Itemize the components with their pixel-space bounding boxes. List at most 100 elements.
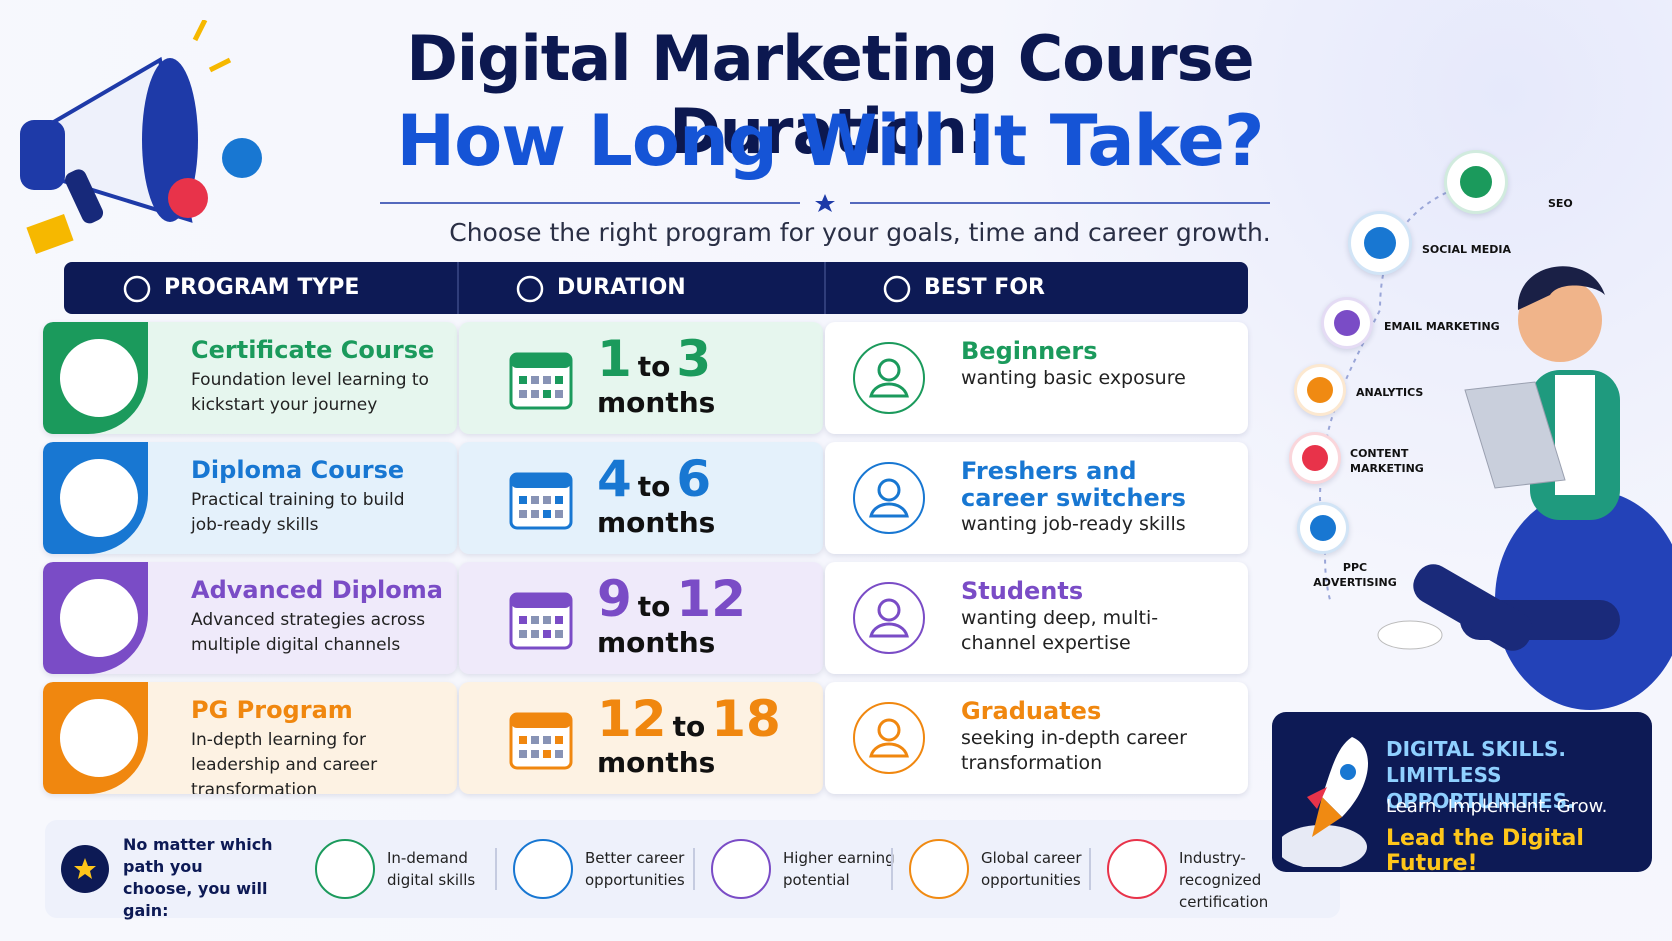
- benefits-intro: No matter which path you choose, you wil…: [123, 835, 273, 920]
- column-header: BEST FOR: [924, 275, 1045, 300]
- table-row: PG Program In-depth learning for leadersh…: [43, 682, 1248, 794]
- program-description: Advanced strategies across multiple digi…: [191, 610, 426, 655]
- benefit-icon: [909, 839, 969, 899]
- promo-headline: DIGITAL SKILLS. LIMITLESS OPPORTUNITIES.: [1386, 737, 1575, 813]
- best-for-title: Graduates: [961, 697, 1102, 725]
- title-line1: Digital Marketing Course Duration:: [406, 22, 1254, 168]
- duration-from: 9: [597, 570, 632, 628]
- program-cell: PG Program In-depth learning for leadersh…: [43, 682, 457, 794]
- table-header: PROGRAM TYPE DURATION BEST FOR: [64, 262, 1248, 314]
- best-for-cell: Students wanting deep, multi-channel expe…: [825, 562, 1248, 674]
- program-description: Practical training to build job-ready sk…: [191, 490, 405, 535]
- channel-dot: [1364, 227, 1396, 259]
- channel-dot: [1310, 515, 1336, 541]
- table-row: Certificate Course Foundation level learn…: [43, 322, 1248, 434]
- benefit-text: Higher earning potential: [783, 849, 895, 889]
- channel-illustration: [1318, 179, 1672, 710]
- best-for-detail: wanting job-ready skills: [961, 513, 1186, 535]
- best-for-title: Beginners: [961, 337, 1098, 365]
- program-description: Foundation level learning to kickstart y…: [191, 370, 429, 415]
- program-cell: Diploma Course Practical training to buil…: [43, 442, 457, 554]
- calendar-icon: [509, 472, 573, 530]
- duration-to: 6: [676, 450, 712, 508]
- benefit-text: Global career opportunities: [981, 849, 1082, 889]
- benefit-icon: [315, 839, 375, 899]
- duration-to: 18: [711, 690, 781, 748]
- duration-from: 1: [597, 330, 632, 388]
- channel-label: CONTENT MARKETING: [1350, 447, 1424, 475]
- title-line2: How Long Will It Take?: [396, 100, 1265, 182]
- audience-icon: [853, 462, 925, 534]
- table-row: Advanced Diploma Advanced strategies acro…: [43, 562, 1248, 674]
- channel-dot: [1460, 166, 1492, 198]
- best-for-detail: wanting basic exposure: [961, 367, 1186, 389]
- duration-from: 12: [597, 690, 667, 748]
- program-icon: [57, 576, 141, 660]
- duration-to: 3: [676, 330, 712, 388]
- header-icon: [123, 275, 151, 303]
- program-icon: [57, 456, 141, 540]
- best-for-cell: Freshers and career switchers wanting job…: [825, 442, 1248, 554]
- program-cell: Advanced Diploma Advanced strategies acro…: [43, 562, 457, 674]
- program-icon: [57, 336, 141, 420]
- benefit-icon: [1107, 839, 1167, 899]
- benefit-text: In-demand digital skills: [387, 849, 476, 889]
- channel-dot: [1307, 377, 1333, 403]
- calendar-icon: [509, 712, 573, 770]
- duration-connector: to: [637, 350, 671, 383]
- duration-unit: months: [597, 746, 716, 779]
- best-for-cell: Graduates seeking in-depth career transfo…: [825, 682, 1248, 794]
- channel-dot: [1302, 445, 1328, 471]
- channel-label: PPC ADVERTISING: [1313, 561, 1397, 589]
- channel-label: ANALYTICS: [1356, 386, 1424, 399]
- column-separator: [824, 262, 826, 314]
- divider: [380, 194, 1270, 212]
- promo-tagline: Learn. Implement. Grow.: [1386, 796, 1608, 817]
- benefit-separator: [693, 848, 695, 890]
- duration-from: 4: [597, 450, 632, 508]
- header-icon: [883, 275, 911, 303]
- table-row: Diploma Course Practical training to buil…: [43, 442, 1248, 554]
- column-separator: [457, 262, 459, 314]
- duration-connector: to: [672, 710, 706, 743]
- channel-label: SEO: [1548, 197, 1573, 210]
- best-for-detail: seeking in-depth career transformation: [961, 727, 1187, 774]
- program-cell: Certificate Course Foundation level learn…: [43, 322, 457, 434]
- duration-unit: months: [597, 626, 716, 659]
- channel-label: SOCIAL MEDIA: [1422, 243, 1511, 256]
- program-title: Diploma Course: [191, 456, 405, 484]
- subtitle: Choose the right program for your goals,…: [449, 218, 1271, 247]
- best-for-title: Freshers and career switchers: [961, 457, 1186, 512]
- audience-icon: [853, 582, 925, 654]
- benefit-text: Better career opportunities: [585, 849, 685, 889]
- calendar-icon: [509, 352, 573, 410]
- rocket-icon: [1282, 737, 1369, 867]
- header-icon: [516, 275, 544, 303]
- column-header: PROGRAM TYPE: [164, 275, 360, 300]
- star-icon: [74, 858, 96, 879]
- program-icon: [57, 696, 141, 780]
- best-for-title: Students: [961, 577, 1084, 605]
- benefit-separator: [891, 848, 893, 890]
- benefit-text: Industry-recognized certification: [1179, 849, 1269, 911]
- channel-label: EMAIL MARKETING: [1384, 320, 1500, 333]
- program-title: Certificate Course: [191, 336, 435, 364]
- promo-box: DIGITAL SKILLS. LIMITLESS OPPORTUNITIES.…: [1272, 712, 1652, 872]
- duration-range: 1 to 3: [597, 330, 711, 388]
- duration-unit: months: [597, 386, 716, 419]
- channel-dot: [1334, 310, 1360, 336]
- duration-unit: months: [597, 506, 716, 539]
- duration-cell: 12 to 18 months: [459, 682, 823, 794]
- calendar-icon: [509, 592, 573, 650]
- benefits-bar: No matter which path you choose, you wil…: [45, 820, 1340, 920]
- best-for-detail: wanting deep, multi-channel expertise: [961, 607, 1159, 654]
- duration-cell: 4 to 6 months: [459, 442, 823, 554]
- benefit-separator: [495, 848, 497, 890]
- duration-cell: 9 to 12 months: [459, 562, 823, 674]
- benefit-icon: [711, 839, 771, 899]
- duration-connector: to: [637, 470, 671, 503]
- program-title: Advanced Diploma: [191, 576, 443, 604]
- duration-connector: to: [637, 590, 671, 623]
- promo-cta: Lead the Digital Future!: [1386, 826, 1584, 872]
- duration-range: 12 to 18: [597, 690, 781, 748]
